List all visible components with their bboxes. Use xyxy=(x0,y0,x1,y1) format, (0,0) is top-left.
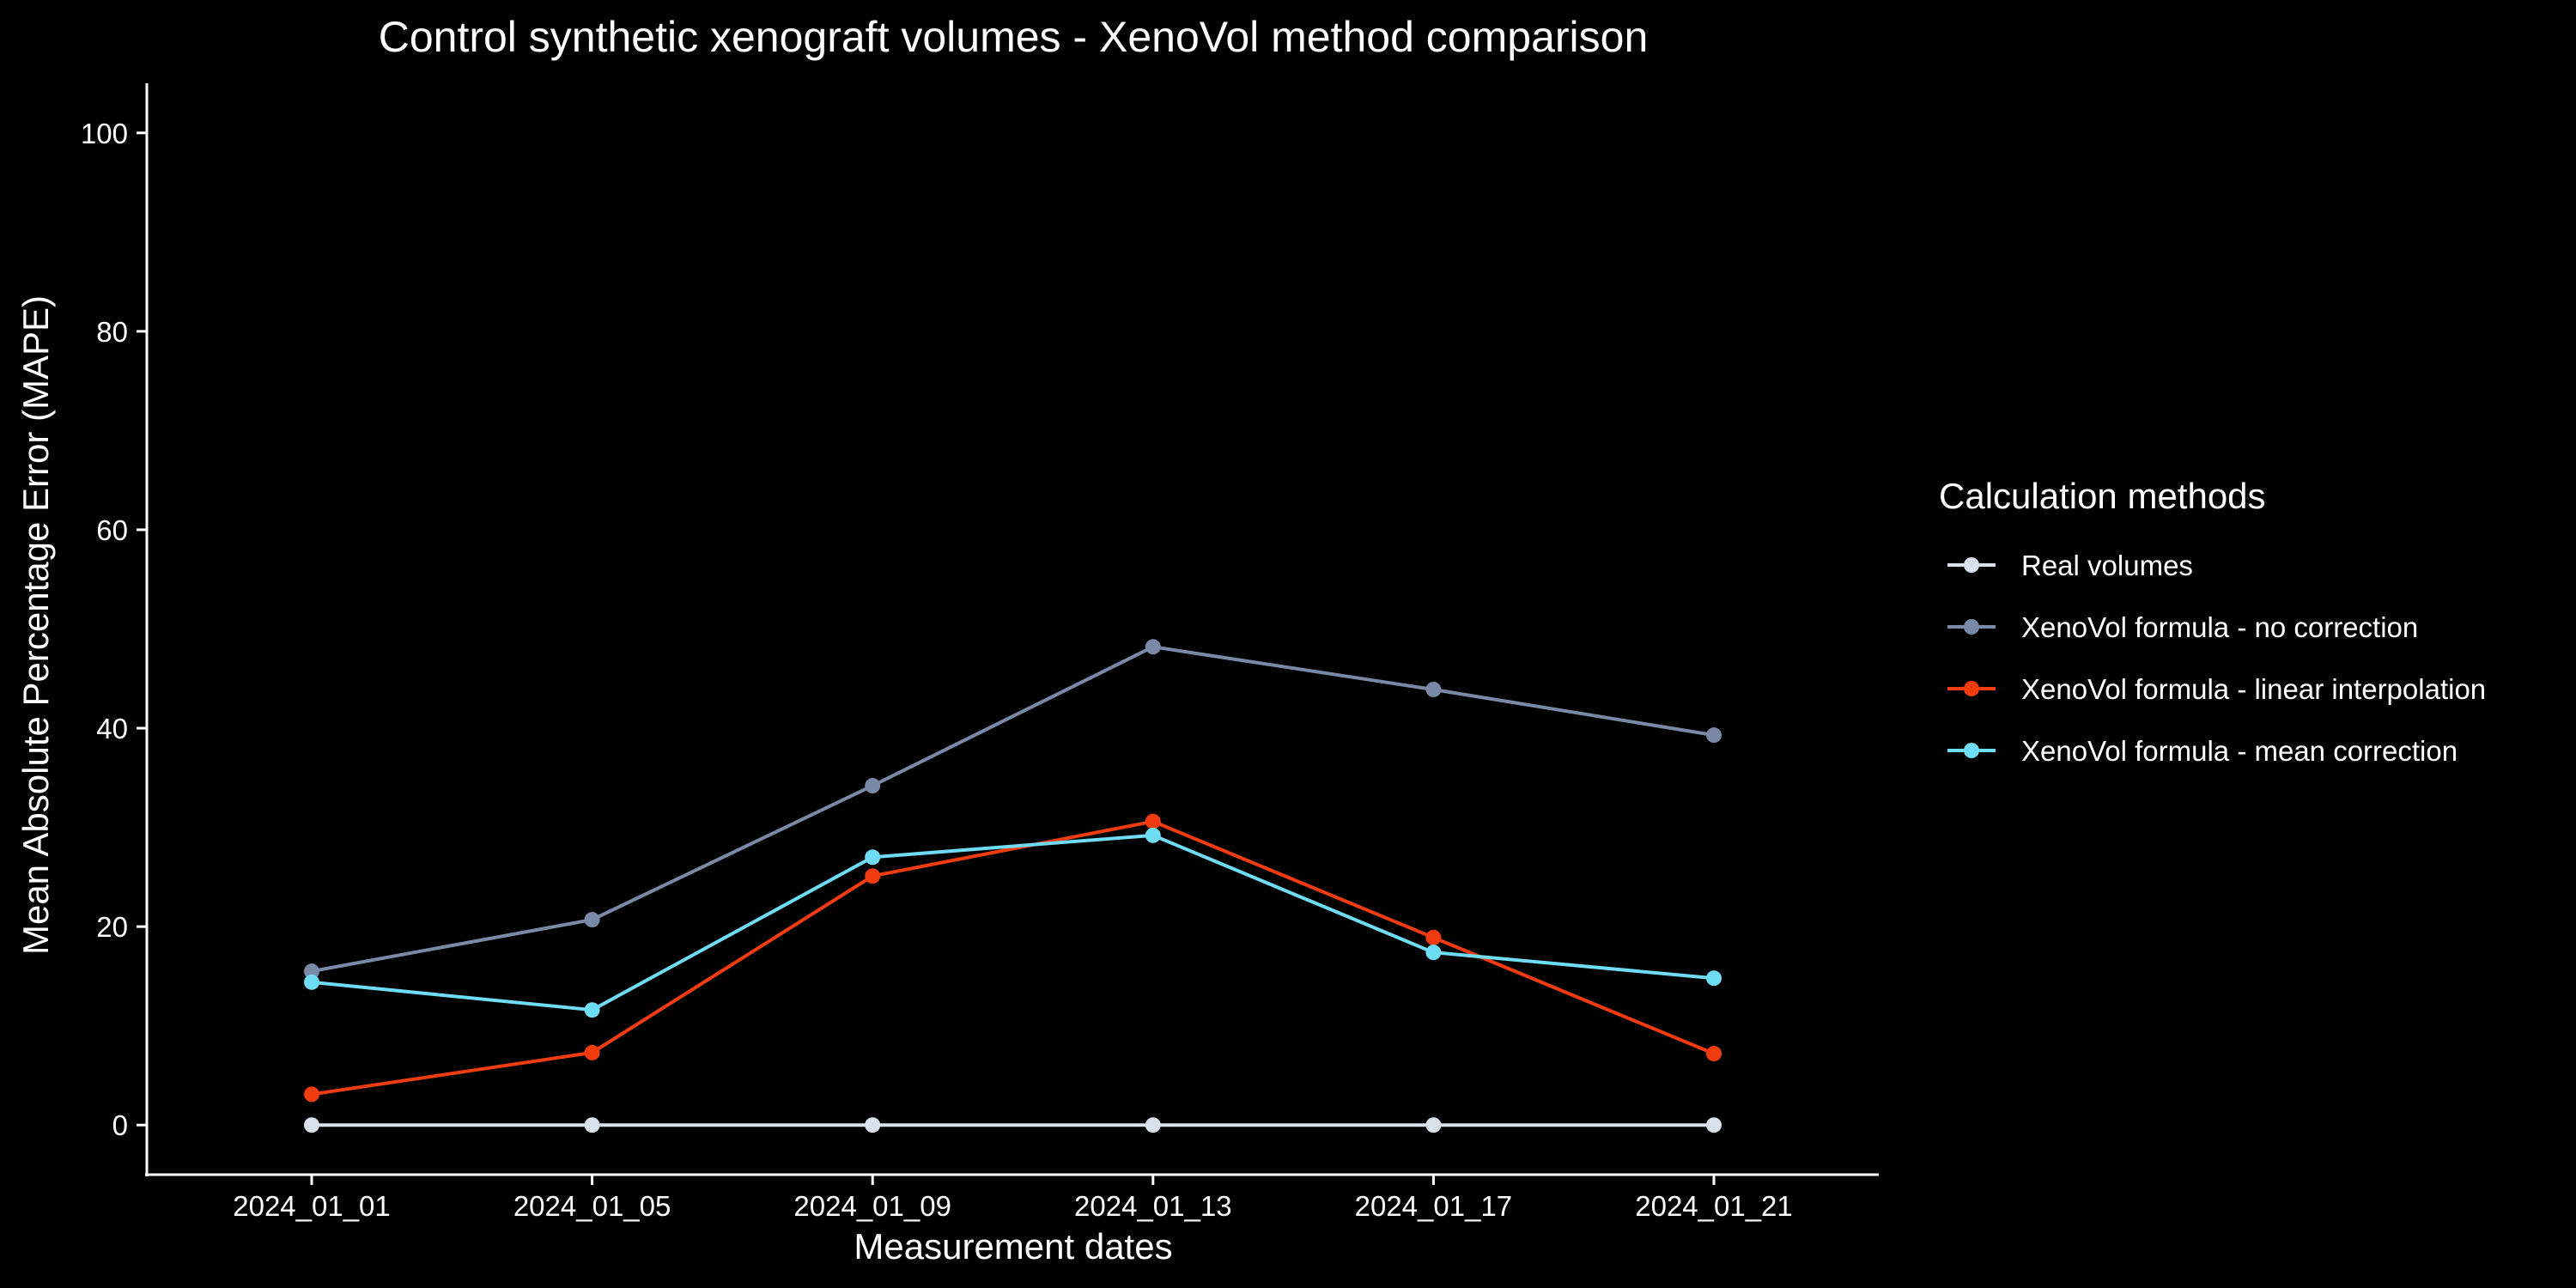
data-point xyxy=(584,1044,600,1060)
data-point xyxy=(1706,1117,1722,1133)
series-line-2 xyxy=(311,645,1715,974)
data-point xyxy=(1706,727,1722,744)
data-point xyxy=(584,912,600,928)
data-point xyxy=(865,868,881,884)
x-tick-label: 2024_01_05 xyxy=(513,1190,671,1222)
legend-title: Calculation methods xyxy=(1939,476,2266,516)
x-tick-label: 2024_01_09 xyxy=(793,1190,951,1222)
x-tick-label: 2024_01_17 xyxy=(1355,1190,1513,1222)
y-tick-label: 20 xyxy=(96,911,128,943)
chart-title: Control synthetic xenograft volumes - Xe… xyxy=(379,13,1649,61)
data-point xyxy=(1145,639,1161,655)
data-point xyxy=(865,1117,881,1133)
data-point xyxy=(1425,929,1442,945)
data-point xyxy=(584,1117,600,1133)
x-tick-label: 2024_01_13 xyxy=(1074,1190,1232,1222)
x-axis-title: Measurement dates xyxy=(854,1226,1172,1267)
data-point xyxy=(1706,1046,1722,1062)
data-point xyxy=(865,849,881,866)
x-tick-label: 2024_01_21 xyxy=(1635,1190,1793,1222)
legend-label: XenoVol formula - no correction xyxy=(2021,611,2418,643)
data-point xyxy=(304,1086,319,1103)
legend-item: Real volumes xyxy=(1947,550,2193,581)
legend-label: Real volumes xyxy=(2021,550,2193,581)
data-point xyxy=(1706,970,1722,987)
y-tick-label: 0 xyxy=(112,1109,128,1141)
y-tick-label: 80 xyxy=(96,316,128,348)
series-line-4 xyxy=(311,833,1715,1012)
data-point xyxy=(865,778,881,794)
legend-key-point xyxy=(1964,681,1979,696)
data-point xyxy=(1425,945,1442,961)
data-point xyxy=(1145,813,1161,829)
data-point xyxy=(584,1002,600,1018)
data-point xyxy=(1145,827,1161,843)
legend-item: XenoVol formula - linear interpolation xyxy=(1947,673,2486,705)
legend-key-point xyxy=(1964,743,1979,758)
legend-key-point xyxy=(1964,619,1979,635)
x-tick-label: 2024_01_01 xyxy=(233,1190,391,1222)
legend-label: XenoVol formula - mean correction xyxy=(2021,735,2458,767)
y-tick-label: 60 xyxy=(96,514,128,546)
y-tick-label: 100 xyxy=(81,118,128,149)
legend-key-point xyxy=(1964,557,1979,573)
data-point xyxy=(304,1117,319,1133)
legend-item: XenoVol formula - mean correction xyxy=(1947,735,2458,767)
data-point xyxy=(1145,1117,1161,1133)
legend-item: XenoVol formula - no correction xyxy=(1947,611,2418,643)
data-point xyxy=(304,974,319,990)
data-point xyxy=(1425,681,1442,697)
data-point xyxy=(304,963,319,980)
legend-label: XenoVol formula - linear interpolation xyxy=(2021,673,2486,705)
data-point xyxy=(1425,1117,1442,1133)
legend: Calculation methods Real volumes XenoVol … xyxy=(1939,476,2486,767)
y-tick-label: 40 xyxy=(96,713,128,744)
y-axis-title: Mean Absolute Percentage Error (MAPE) xyxy=(15,295,56,955)
plot-area: 0 20 40 60 80 100 2024_01_01 2024_01_05 2024_01_… xyxy=(81,83,1879,1222)
